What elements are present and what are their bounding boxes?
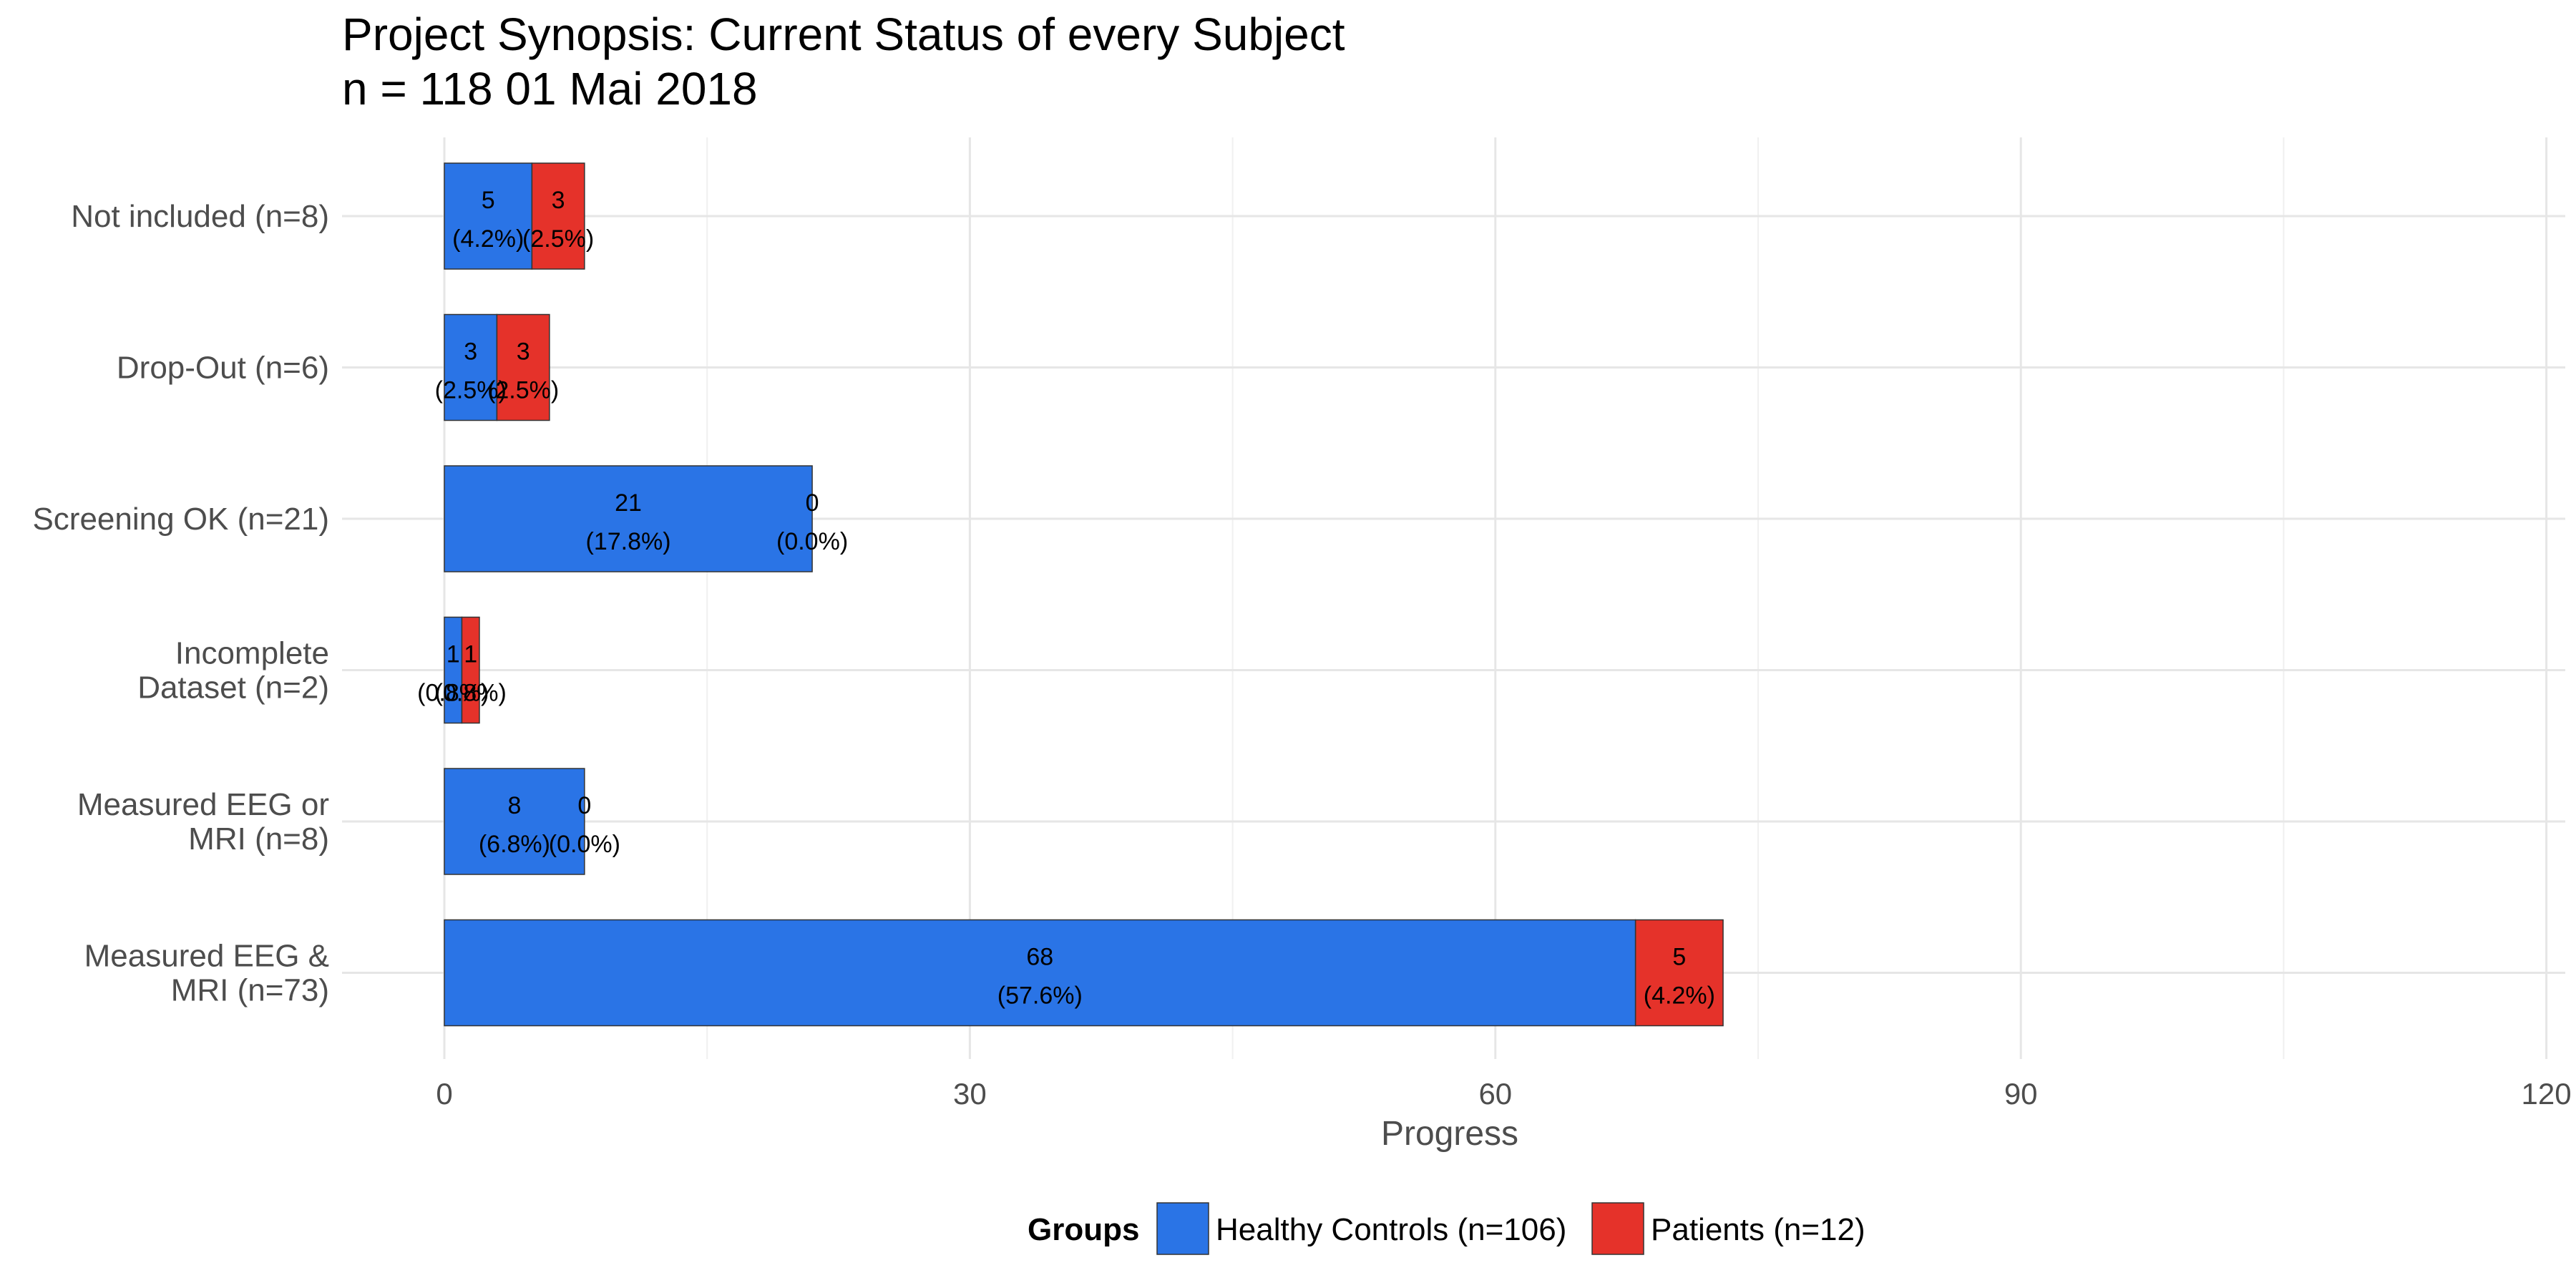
bar-value-label: 0 <box>577 792 591 819</box>
bar-value-label: 3 <box>464 338 477 366</box>
bar-value-label: 8 <box>507 792 521 819</box>
legend-label-healthy-controls: Healthy Controls (n=106) <box>1216 1212 1566 1247</box>
category-labels: Not included (n=8) Drop-Out (n=6) Screenin… <box>32 199 329 1008</box>
bars <box>444 162 1724 1027</box>
bar-percent-label: (0.0%) <box>776 528 848 555</box>
bar-value-label: 0 <box>806 489 819 517</box>
bar-value-label: 5 <box>482 187 495 214</box>
bar-percent-label: (57.6%) <box>997 982 1083 1010</box>
legend-key-healthy-controls <box>1156 1202 1209 1255</box>
legend-label-patients: Patients (n=12) <box>1651 1212 1865 1247</box>
legend: Groups Healthy Controls (n=106) Patients (… <box>1028 1202 1865 1255</box>
bar-percent-label: (4.2%) <box>452 225 524 253</box>
bar-healthy-controls <box>444 919 1636 1027</box>
bar-value-label: 1 <box>464 641 477 668</box>
legend-key-patients <box>1591 1202 1644 1255</box>
x-tick-label: 90 <box>2004 1077 2038 1111</box>
category-label: Drop-Out (n=6) <box>117 351 329 386</box>
x-tick-label: 120 <box>2522 1077 2572 1111</box>
bar-value-label: 68 <box>1026 944 1053 971</box>
category-label: Not included (n=8) <box>71 199 329 234</box>
bar-value-label: 21 <box>615 489 642 517</box>
bar-value-label: 5 <box>1672 944 1686 971</box>
bar-percent-label: (2.5%) <box>487 377 559 404</box>
x-tick-label: 30 <box>953 1077 987 1111</box>
bar-patients <box>531 162 585 270</box>
bar-healthy-controls <box>444 768 585 875</box>
x-axis-title: Progress <box>1381 1115 1518 1153</box>
bar-patients <box>1634 919 1724 1027</box>
bar-value-label: 3 <box>517 338 530 366</box>
bar-percent-label: (6.8%) <box>479 831 550 858</box>
bar-percent-label: (2.5%) <box>435 377 507 404</box>
category-label: Measured EEG & MRI (n=73) <box>84 939 329 1008</box>
bar-healthy-controls <box>444 313 498 421</box>
bar-value-label: 1 <box>447 641 460 668</box>
category-label: Incomplete Dataset (n=2) <box>137 636 329 706</box>
x-tick-label: 60 <box>1478 1077 1512 1111</box>
bar-patients <box>496 313 550 421</box>
bar-percent-label: (0.8%) <box>417 680 489 707</box>
legend-title: Groups <box>1028 1212 1139 1247</box>
chart-title: Project Synopsis: Current Status of ever… <box>342 9 1345 60</box>
bar-value-label: 3 <box>552 187 565 214</box>
bar-percent-label: (17.8%) <box>586 528 671 555</box>
bar-healthy-controls <box>444 465 813 572</box>
bar-percent-label: (4.2%) <box>1644 982 1715 1010</box>
bar-patients <box>461 616 480 724</box>
category-label: Screening OK (n=21) <box>32 502 329 537</box>
bar-percent-label: (0.0%) <box>549 831 620 858</box>
chart-subtitle: n = 118 01 Mai 2018 <box>342 63 758 114</box>
bar-percent-label: (2.5%) <box>522 225 594 253</box>
bar-healthy-controls <box>444 616 463 724</box>
category-label: Measured EEG or MRI (n=8) <box>77 787 329 857</box>
bar-healthy-controls <box>444 162 533 270</box>
bar-percent-label: (0.8%) <box>435 680 507 707</box>
x-tick-labels: 0 30 60 90 120 <box>436 1077 2571 1111</box>
bar-labels: 5 (4.2%) 3 (2.5%) 3 (2.5%) 3 (2.5%) 21 (17.8%) 0 (0… <box>417 187 1715 1010</box>
x-tick-label: 0 <box>436 1077 452 1111</box>
